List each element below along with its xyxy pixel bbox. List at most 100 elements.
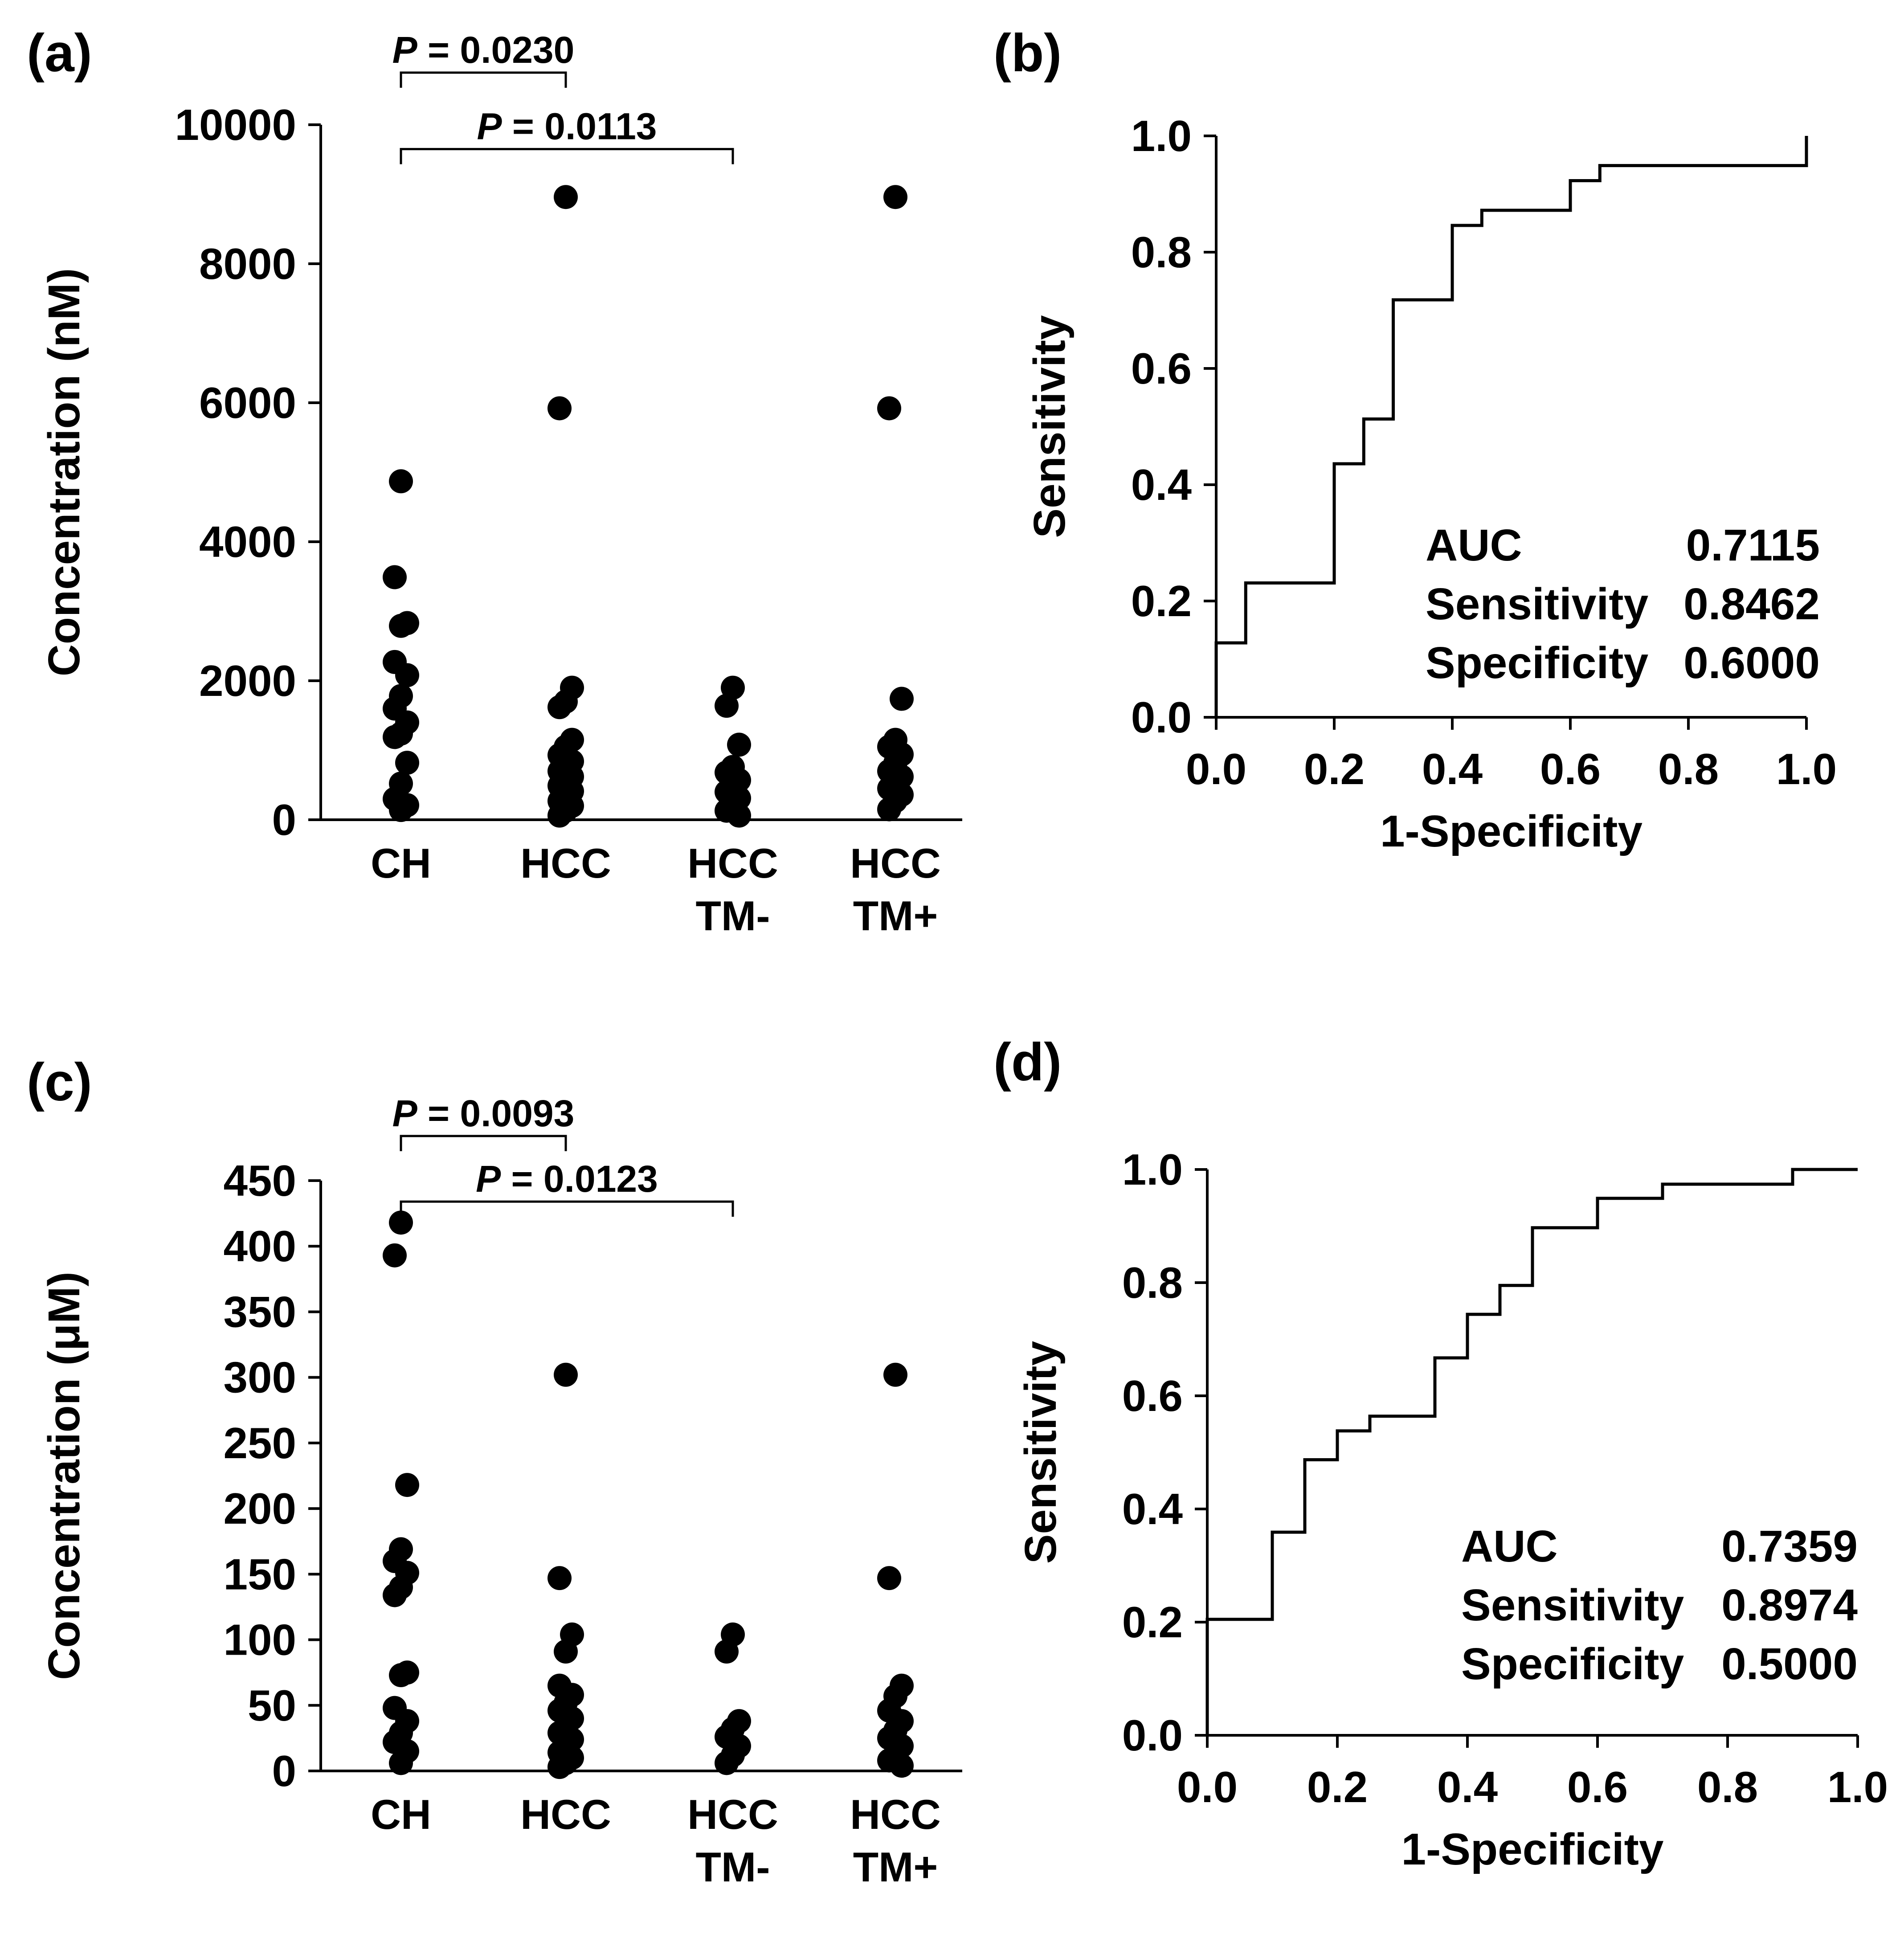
data-point — [715, 1640, 739, 1664]
x-tick-label: 0.4 — [1422, 744, 1483, 793]
data-point — [890, 1754, 914, 1778]
y-tick-label: 100 — [223, 1615, 296, 1664]
y-tick-label: 0.8 — [1122, 1258, 1183, 1307]
stat-value: 0.8462 — [1683, 579, 1820, 629]
p-value-text: = 0.0113 — [502, 106, 657, 147]
data-point — [383, 565, 407, 589]
x-category-label: HCC — [520, 1791, 611, 1838]
x-axis-label: 1-Specificity — [1380, 806, 1643, 856]
x-axis-label: 1-Specificity — [1401, 1824, 1663, 1874]
stat-label: AUC — [1426, 520, 1522, 570]
stat-value: 0.6000 — [1683, 638, 1820, 688]
significance-bracket — [400, 1135, 567, 1151]
stat-value: 0.7115 — [1686, 520, 1820, 570]
data-point — [383, 725, 407, 749]
panel-c-label: (c) — [27, 1052, 92, 1112]
x-tick-label: 0.2 — [1307, 1762, 1368, 1811]
roc-chart-d: 0.00.0 0.2 0.2 0.4 0.4 0.6 0.6 0.8 0.8 1.0 1.0 Sens… — [1016, 1145, 1888, 1874]
y-tick-label: 1.0 — [1131, 111, 1192, 160]
y-tick-label: 0 — [272, 795, 296, 844]
data-point — [877, 797, 901, 822]
p-value-symbol: P — [477, 106, 502, 147]
y-tick-label: 400 — [223, 1222, 296, 1271]
p-value-text: = 0.0230 — [417, 29, 575, 71]
y-tick-label: 4000 — [199, 517, 296, 566]
panel-a-label: (a) — [27, 23, 92, 83]
y-tick-label: 0.4 — [1122, 1484, 1183, 1533]
x-category-label: HCC — [850, 1791, 941, 1838]
p-value-annotation: P = 0.0113 — [477, 106, 657, 147]
panel-b-label: (b) — [993, 23, 1062, 83]
data-point — [389, 798, 413, 822]
x-tick-label: 1.0 — [1776, 744, 1837, 793]
p-value-annotation: P = 0.0123 — [476, 1158, 658, 1200]
data-point — [389, 1751, 413, 1775]
data-point — [727, 803, 751, 828]
p-value-symbol: P — [392, 29, 418, 71]
x-tick-label: 1.0 — [1827, 1762, 1888, 1811]
y-axis-label: Sensitivity — [1025, 315, 1075, 538]
stat-label: Specificity — [1461, 1639, 1684, 1689]
p-value-symbol: P — [392, 1092, 418, 1134]
y-tick-label: 2000 — [199, 656, 296, 705]
significance-bracket — [400, 71, 567, 88]
y-tick-label: 50 — [248, 1681, 296, 1730]
x-tick-label: 0.4 — [1437, 1762, 1498, 1811]
y-tick-label: 450 — [223, 1156, 296, 1205]
data-point — [890, 687, 914, 711]
x-tick-label: 0.8 — [1697, 1762, 1758, 1811]
p-value-annotation: P = 0.0093 — [392, 1092, 575, 1134]
p-value-text: = 0.0123 — [501, 1158, 658, 1200]
x-tick-label: 0.6 — [1540, 744, 1601, 793]
data-point — [548, 803, 572, 828]
roc-curve — [1205, 1168, 1858, 1735]
y-axis-label: Concentration (μM) — [39, 1272, 89, 1680]
panel-d-label: (d) — [993, 1032, 1062, 1092]
data-point — [727, 732, 751, 757]
x-tick-label: 0.0 — [1177, 1762, 1238, 1811]
y-tick-label: 0.6 — [1131, 344, 1192, 393]
stat-value: 0.8974 — [1721, 1580, 1858, 1630]
p-value-text: = 0.0093 — [417, 1092, 575, 1134]
y-tick-label: 10000 — [175, 100, 296, 149]
p-value-annotation: P = 0.0230 — [392, 29, 575, 71]
data-point — [554, 1362, 578, 1387]
x-category-label: TM+ — [853, 892, 938, 939]
significance-bracket — [400, 1200, 734, 1217]
data-point — [383, 1583, 407, 1607]
y-tick-label: 350 — [223, 1287, 296, 1336]
data-point — [715, 694, 739, 718]
stat-value: 0.5000 — [1721, 1639, 1858, 1689]
data-point — [548, 695, 572, 720]
x-category-label: HCC — [687, 840, 778, 887]
x-category-label: TM+ — [853, 1844, 938, 1890]
y-tick-label: 0.6 — [1122, 1371, 1183, 1420]
data-point — [548, 1755, 572, 1779]
stat-label: AUC — [1461, 1521, 1558, 1571]
y-tick-label: 0.0 — [1131, 693, 1192, 742]
x-category-label: CH — [371, 1791, 431, 1838]
data-point — [548, 1566, 572, 1590]
p-value-symbol: P — [476, 1158, 501, 1200]
stat-value: 0.7359 — [1721, 1521, 1858, 1571]
significance-bracket — [400, 148, 734, 164]
data-point — [548, 396, 572, 421]
y-tick-label: 0.2 — [1131, 576, 1192, 626]
x-category-label: CH — [371, 840, 431, 887]
y-tick-label: 0.8 — [1131, 228, 1192, 277]
data-point — [389, 469, 413, 494]
y-tick-label: 250 — [223, 1419, 296, 1468]
data-point — [877, 1566, 901, 1590]
roc-curve — [1214, 136, 1808, 717]
x-tick-label: 0.0 — [1186, 744, 1246, 793]
stat-label: Sensitivity — [1461, 1580, 1684, 1630]
data-point — [389, 1663, 413, 1688]
x-category-label: HCC — [850, 840, 941, 887]
data-point — [395, 663, 419, 687]
data-point — [877, 396, 901, 421]
x-category-label: TM- — [695, 892, 770, 939]
y-tick-label: 0.2 — [1122, 1598, 1183, 1647]
data-point — [715, 1751, 739, 1775]
